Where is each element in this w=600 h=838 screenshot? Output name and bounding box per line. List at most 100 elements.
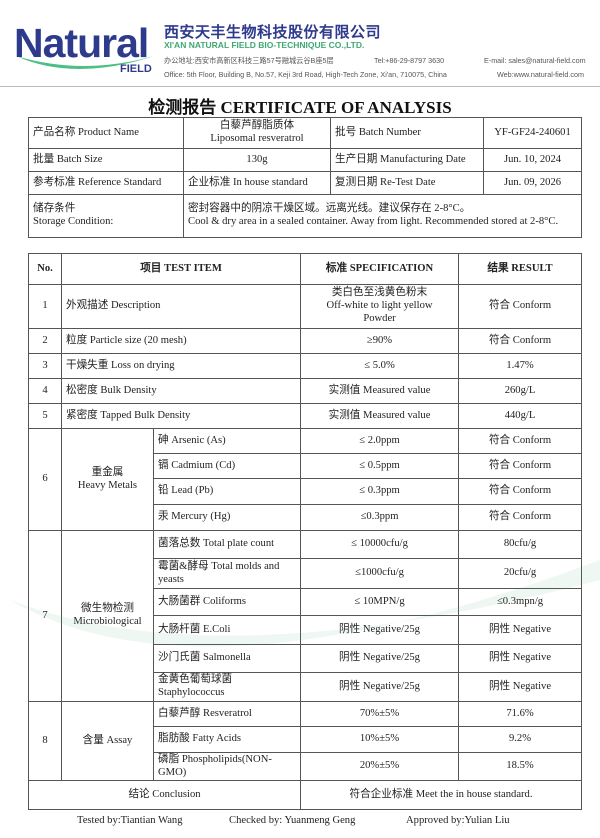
row-number: 5	[28, 403, 62, 429]
specification: 实测值 Measured value	[300, 378, 460, 404]
test-group-name: 微生物检测 Microbiological	[61, 530, 154, 702]
result: 符合 Conform	[458, 504, 583, 531]
result: 符合 Conform	[458, 428, 583, 454]
table-row: 镉 Cadmium (Cd) ≤ 0.5ppm 符合 Conform	[29, 453, 583, 479]
specification: 实测值 Measured value	[300, 403, 460, 429]
test-item: 大肠菌群 Coliforms	[152, 588, 302, 616]
table-row: 4 松密度 Bulk Density 实测值 Measured value 260g/…	[28, 378, 583, 404]
logo-text: Natural	[14, 20, 149, 66]
result: 80cfu/g	[458, 530, 583, 559]
table-row: 汞 Mercury (Hg) ≤0.3ppm 符合 Conform	[29, 504, 583, 531]
batch-size-label: 批量 Batch Size	[28, 148, 184, 172]
table-row: 大肠菌群 Coliforms ≤ 10MPN/g ≤0.3mpn/g	[29, 588, 583, 616]
header-test-item: 项目 TEST ITEM	[60, 253, 302, 285]
result: 260g/L	[458, 378, 583, 404]
product-info-table: 产品名称 Product Name 白藜芦醇脂质体 Liposomal resve…	[28, 117, 582, 238]
table-row: 5 紧密度 Tapped Bulk Density 实测值 Measured val…	[28, 403, 583, 429]
row-number: 6	[28, 428, 62, 531]
specification: ≤ 5.0%	[300, 353, 460, 379]
specification: 阴性 Negative/25g	[300, 615, 460, 645]
test-item: 大肠杆菌 E.Coli	[152, 615, 302, 645]
reference-standard-value: 企业标准 In house standard	[183, 171, 331, 195]
product-name-label: 产品名称 Product Name	[28, 117, 184, 149]
company-name-cn: 西安天丰生物科技股份有限公司	[164, 23, 382, 41]
row-number: 4	[28, 378, 62, 404]
table-row: 磷脂 Phospholipids(NON-GMO) 20%±5% 18.5%	[29, 751, 583, 782]
row-number: 7	[28, 530, 62, 702]
batch-number-label: 批号 Batch Number	[330, 117, 484, 149]
specification: 70%±5%	[300, 701, 460, 727]
approved-by: Approved by:Yulian Liu	[406, 815, 510, 826]
header-result: 结果 RESULT	[458, 253, 583, 285]
company-name-en: XI'AN NATURAL FIELD BIO-TECHNIQUE CO.,LT…	[164, 40, 365, 50]
specification: 阴性 Negative/25g	[300, 672, 460, 702]
table-row: 3 干燥失重 Loss on drying ≤ 5.0% 1.47%	[28, 353, 583, 379]
test-item: 铅 Lead (Pb)	[152, 478, 302, 505]
table-row: 霉菌&酵母 Total molds and yeasts ≤1000cfu/g 20…	[29, 558, 583, 589]
tested-by: Tested by:Tiantian Wang	[77, 815, 183, 826]
test-item: 沙门氏菌 Salmonella	[152, 644, 302, 673]
result: 阴性 Negative	[458, 672, 583, 702]
result: 阴性 Negative	[458, 644, 583, 673]
header-specification: 标准 SPECIFICATION	[300, 253, 460, 285]
result: 符合 Conform	[458, 328, 583, 354]
test-group-name: 含量 Assay	[61, 700, 154, 782]
result: 符合 Conform	[458, 453, 583, 479]
retest-date-value: Jun. 09, 2026	[483, 171, 582, 195]
specification: ≤ 0.5ppm	[300, 453, 460, 479]
address-en: Office: 5th Floor, Building B, No.57, Ke…	[164, 70, 447, 79]
test-item: 霉菌&酵母 Total molds and yeasts	[152, 558, 302, 589]
conclusion-label: 结论 Conclusion	[27, 780, 302, 811]
conclusion-value: 符合企业标准 Meet the in house standard.	[300, 780, 583, 811]
test-item: 紧密度 Tapped Bulk Density	[60, 403, 302, 429]
table-row: 2 粒度 Particle size (20 mesh) ≥90% 符合 Confor…	[28, 328, 583, 354]
specification: 10%±5%	[300, 726, 460, 753]
specification: ≤0.3ppm	[300, 504, 460, 531]
result: 符合 Conform	[458, 284, 583, 329]
conclusion-row: 结论 Conclusion 符合企业标准 Meet the in house st…	[27, 780, 583, 811]
table-row: 1 外观描述 Description 类白色至浅黄色粉末 Off-white to l…	[28, 284, 583, 329]
reference-standard-label: 参考标准 Reference Standard	[28, 171, 184, 195]
row-number: 1	[28, 284, 62, 329]
table-row: 大肠杆菌 E.Coli 阴性 Negative/25g 阴性 Negative	[29, 615, 583, 645]
specification: 阴性 Negative/25g	[300, 644, 460, 673]
table-row: 6 重金属 Heavy Metals 砷 Arsenic (As) ≤ 2.0ppm 符合…	[28, 428, 583, 531]
batch-size-value: 130g	[183, 148, 331, 172]
specification: ≥90%	[300, 328, 460, 354]
header-divider	[0, 86, 600, 87]
specification: 类白色至浅黄色粉末 Off-white to light yellow Powder	[300, 284, 460, 329]
test-results-table: No. 项目 TEST ITEM 标准 SPECIFICATION 结果 RES…	[27, 253, 583, 811]
result: 9.2%	[458, 726, 583, 753]
test-item: 干燥失重 Loss on drying	[60, 353, 302, 379]
test-item: 脂肪酸 Fatty Acids	[152, 726, 302, 753]
test-item: 磷脂 Phospholipids(NON-GMO)	[152, 751, 302, 782]
result: ≤0.3mpn/g	[458, 588, 583, 616]
header-no: No.	[28, 253, 62, 285]
specification: ≤ 10MPN/g	[300, 588, 460, 616]
telephone: Tel:+86-29-8797 3630	[374, 56, 445, 65]
retest-date-label: 复测日期 Re-Test Date	[330, 171, 484, 195]
mfg-date-label: 生产日期 Manufacturing Date	[330, 148, 484, 172]
table-header-row: No. 项目 TEST ITEM 标准 SPECIFICATION 结果 RES…	[28, 253, 583, 285]
address-cn: 办公地址:西安市高新区科技三路57号融城云谷B座5层	[164, 56, 334, 65]
test-item: 白藜芦醇 Resveratrol	[152, 701, 302, 727]
result: 71.6%	[458, 701, 583, 727]
specification: ≤ 0.3ppm	[300, 478, 460, 505]
website: Web:www.natural-field.com	[497, 70, 584, 79]
company-logo: Natural FIELD	[14, 20, 154, 80]
row-number: 8	[28, 700, 62, 782]
result: 18.5%	[458, 751, 583, 782]
test-item: 金黄色葡萄球菌 Staphylococcus	[152, 672, 302, 702]
result: 阴性 Negative	[458, 615, 583, 645]
test-item: 松密度 Bulk Density	[60, 378, 302, 404]
storage-label: 储存条件 Storage Condition:	[28, 194, 184, 238]
email: E-mail: sales@natural-field.com	[484, 56, 586, 65]
row-number: 2	[28, 328, 62, 354]
table-row: 8 含量 Assay 白藜芦醇 Resveratrol 70%±5% 71.6%	[28, 700, 583, 782]
test-item: 镉 Cadmium (Cd)	[152, 453, 302, 479]
logo-swoosh-icon	[16, 56, 154, 69]
table-row: 7 微生物检测 Microbiological 菌落总数 Total plate co…	[28, 530, 583, 702]
storage-value: 密封容器中的阴凉干燥区域。远离光线。建议保存在 2-8°C。 Cool & dry…	[183, 194, 582, 238]
result: 440g/L	[458, 403, 583, 429]
table-row: 金黄色葡萄球菌 Staphylococcus 阴性 Negative/25g 阴性 …	[29, 672, 583, 702]
